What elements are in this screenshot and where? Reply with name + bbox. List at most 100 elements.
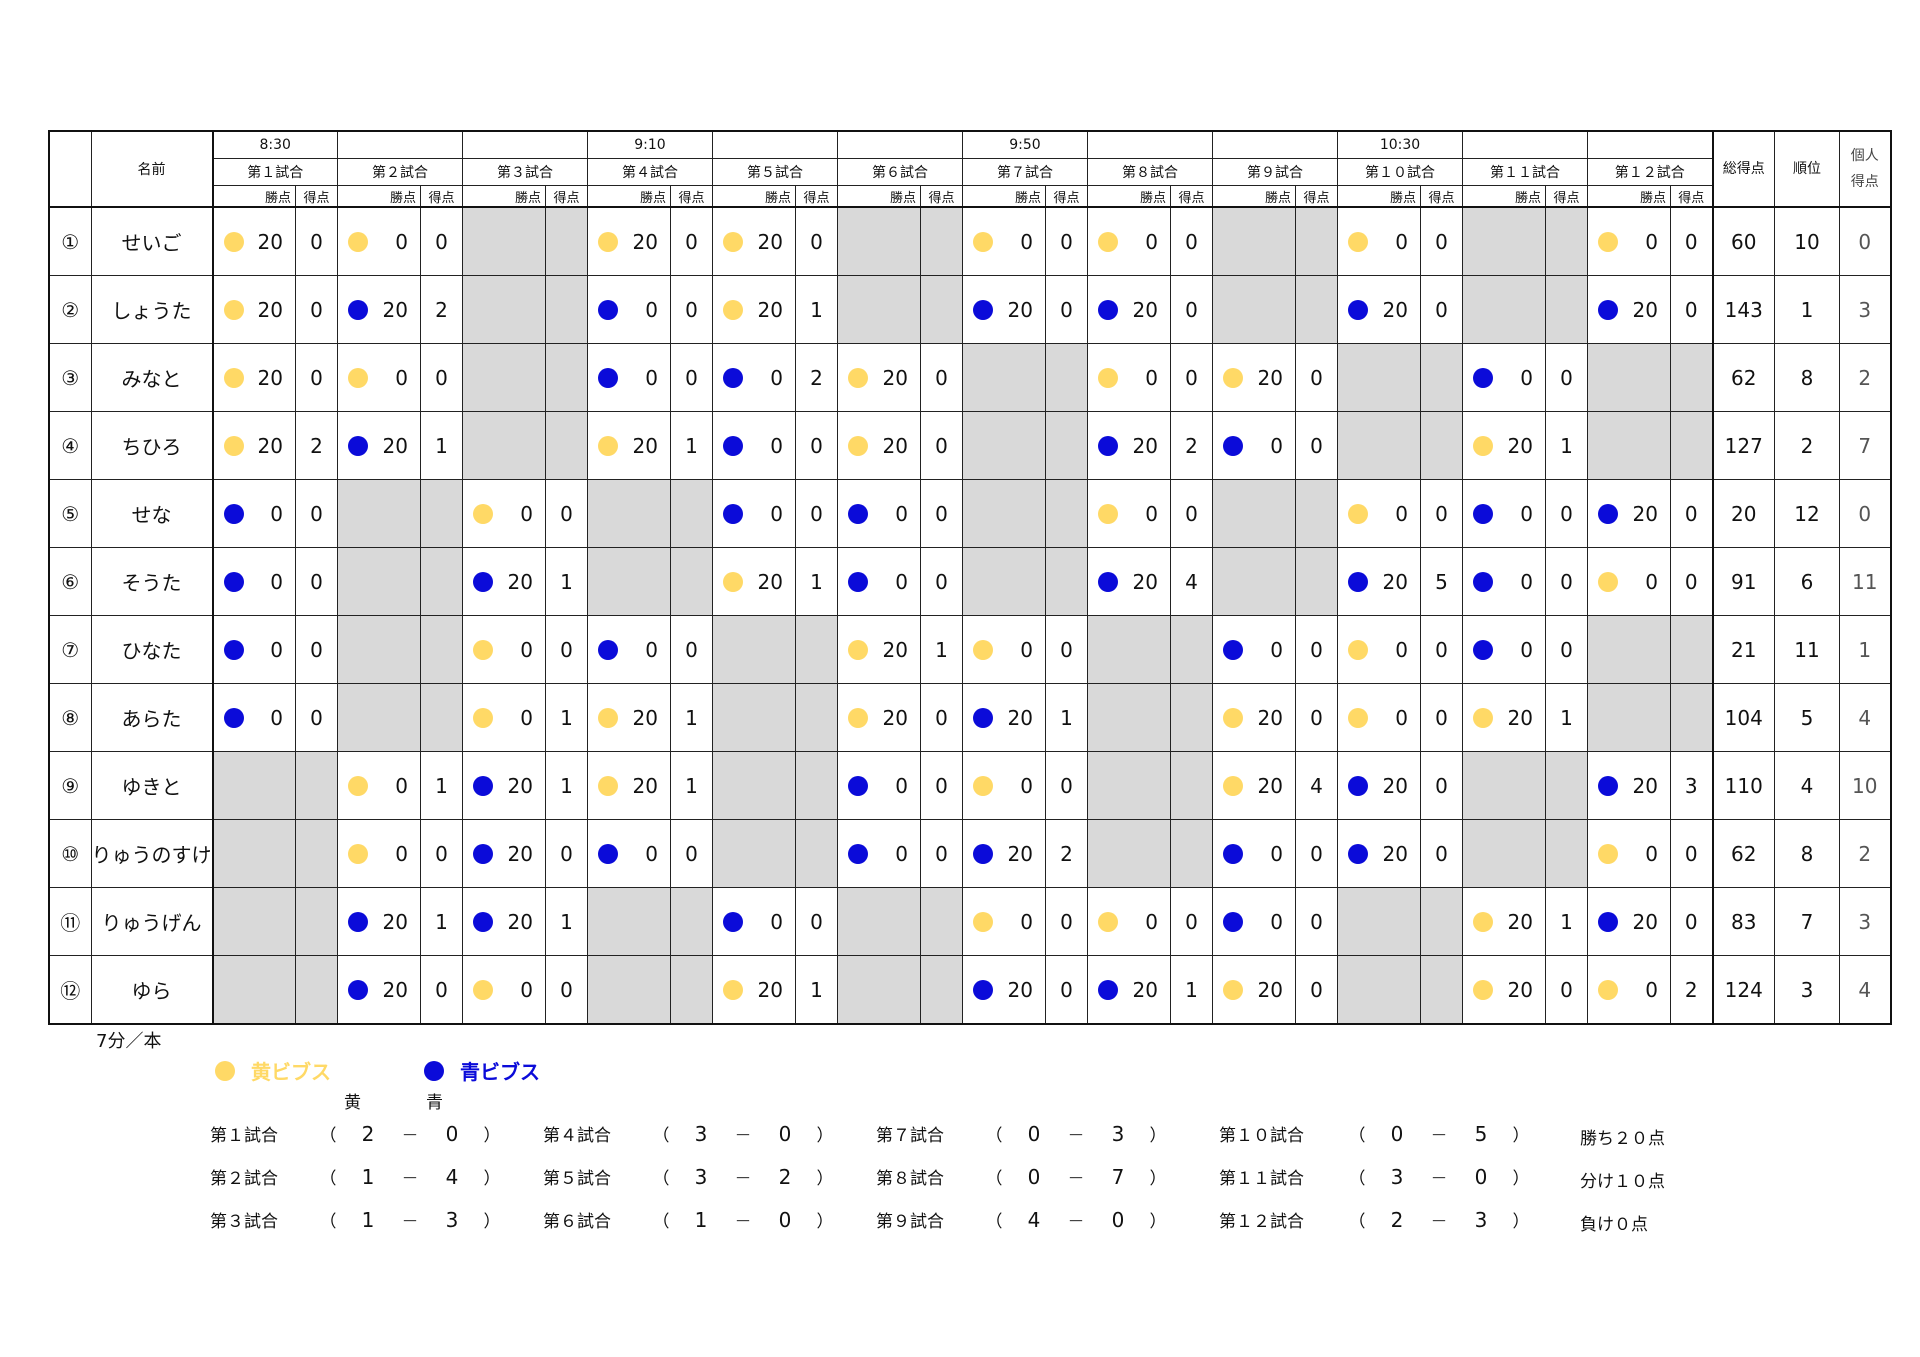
- legend-yellow-label: 黄ビブス: [251, 1060, 331, 1084]
- blue-goals: 0: [1111, 1207, 1125, 1232]
- empty-cell: [1545, 819, 1588, 888]
- win-points-value: 0: [1645, 569, 1658, 594]
- rank: 5: [1774, 683, 1840, 752]
- blue-bib-dot-icon: [473, 911, 493, 932]
- win-points-cell: 0: [1337, 206, 1421, 276]
- blue-goals: 0: [445, 1121, 459, 1146]
- score-value: 4: [1170, 547, 1213, 616]
- win-points-value: 20: [1632, 909, 1658, 934]
- score-value: 5: [1420, 547, 1463, 616]
- score-value: 0: [1420, 275, 1463, 344]
- yellow-goals: 2: [361, 1121, 375, 1146]
- yellow-goals: 3: [694, 1164, 708, 1189]
- blue-bib-dot-icon: [1098, 435, 1118, 456]
- score-value: 3: [1670, 751, 1714, 820]
- score-value: 1: [545, 751, 588, 820]
- win-points-cell: 0: [587, 275, 671, 344]
- win-points-header: 勝点: [1462, 185, 1546, 208]
- game-result: 第３試合 （ 1 － 3 ）: [210, 1207, 510, 1233]
- win-points-value: 0: [1520, 569, 1533, 594]
- empty-cell: [795, 819, 838, 888]
- total-points: 110: [1712, 751, 1775, 820]
- yellow-bib-dot-icon: [848, 367, 868, 388]
- score-value: 1: [795, 955, 838, 1025]
- rank: 8: [1774, 343, 1840, 412]
- blue-bib-dot-icon: [1473, 503, 1493, 524]
- win-points-header: 勝点: [962, 185, 1046, 208]
- open-paren: （: [985, 1126, 1003, 1146]
- close-paren: ）: [483, 1169, 501, 1189]
- score-value: 0: [1420, 751, 1463, 820]
- empty-cell: [1045, 547, 1088, 616]
- dash: －: [734, 1126, 752, 1146]
- empty-cell: [670, 955, 713, 1025]
- win-points-value: 0: [1270, 637, 1283, 662]
- empty-cell: [1462, 819, 1546, 888]
- yellow-bib-dot-icon: [598, 707, 618, 728]
- score-value: 0: [295, 206, 338, 276]
- win-points-header: 勝点: [1337, 185, 1421, 208]
- empty-cell: [1545, 206, 1588, 276]
- score-value: 1: [795, 275, 838, 344]
- game-header: 第９試合: [1212, 158, 1338, 186]
- yellow-goals: 2: [1390, 1207, 1404, 1232]
- player-name: りゅうのすけ: [90, 819, 214, 888]
- win-points-cell: 20: [1087, 275, 1171, 344]
- blue-bib-dot-icon: [348, 435, 368, 456]
- win-points-cell: 0: [837, 751, 921, 820]
- win-points-cell: 20: [962, 819, 1046, 888]
- blue-bib-dot-icon: [1223, 435, 1243, 456]
- empty-cell: [712, 751, 796, 820]
- rank: 12: [1774, 479, 1840, 548]
- blue-bib-dot-icon: [848, 843, 868, 864]
- player-name: みなと: [90, 343, 214, 412]
- time-cell: [1587, 130, 1714, 159]
- game-header: 第１２試合: [1587, 158, 1714, 186]
- win-points-cell: 0: [712, 887, 796, 956]
- legend-blue: 青ビブス: [424, 1056, 540, 1085]
- score-value: 0: [1295, 615, 1338, 684]
- score-value: 2: [1670, 955, 1714, 1025]
- win-points-cell: 20: [337, 887, 421, 956]
- game-result-name: 第１２試合: [1219, 1212, 1304, 1232]
- score-value: 1: [1545, 887, 1588, 956]
- win-points-cell: 0: [1462, 343, 1546, 412]
- win-points-value: 20: [1007, 297, 1033, 322]
- win-points-cell: 0: [1212, 615, 1296, 684]
- win-points-cell: 0: [1462, 615, 1546, 684]
- yellow-dot-icon: [215, 1060, 235, 1081]
- empty-cell: [545, 411, 588, 480]
- empty-cell: [420, 683, 463, 752]
- game-result: 第６試合 （ 1 － 0 ）: [543, 1207, 843, 1233]
- time-cell: [462, 130, 588, 159]
- win-points-value: 0: [645, 297, 658, 322]
- blue-bib-dot-icon: [348, 979, 368, 1000]
- minutes-per-game: 7分／本: [96, 1031, 162, 1052]
- win-points-value: 20: [632, 433, 658, 458]
- win-points-value: 20: [1007, 841, 1033, 866]
- game-header: 第３試合: [462, 158, 588, 186]
- player-row: ⑩ りゅうのすけ 0 0 20 0 0 0 0 0 20 2 0 0 20 0 0 0 62 8 2: [48, 819, 1892, 888]
- empty-cell: [670, 547, 713, 616]
- win-points-value: 20: [1632, 773, 1658, 798]
- column-blue-label: 青: [426, 1093, 443, 1113]
- win-points-cell: 20: [1462, 955, 1546, 1025]
- individual-label-1: 個人: [1850, 148, 1879, 164]
- win-points-cell: 0: [337, 751, 421, 820]
- win-points-cell: 0: [1462, 547, 1546, 616]
- win-points-cell: 0: [1087, 479, 1171, 548]
- player-name: ゆら: [90, 955, 214, 1025]
- empty-cell: [295, 819, 338, 888]
- win-points-cell: 20: [962, 955, 1046, 1025]
- blue-goals: 3: [445, 1207, 459, 1232]
- score-header: 得点: [670, 185, 713, 208]
- empty-cell: [587, 887, 671, 956]
- yellow-bib-dot-icon: [473, 639, 493, 660]
- score-value: 0: [1420, 683, 1463, 752]
- win-points-cell: 20: [212, 343, 296, 412]
- empty-cell: [1462, 206, 1546, 276]
- game-result: 第８試合 （ 0 － 7 ）: [876, 1164, 1176, 1190]
- dash: －: [1430, 1126, 1448, 1146]
- win-points-header: 勝点: [1212, 185, 1296, 208]
- win-points-cell: 20: [962, 275, 1046, 344]
